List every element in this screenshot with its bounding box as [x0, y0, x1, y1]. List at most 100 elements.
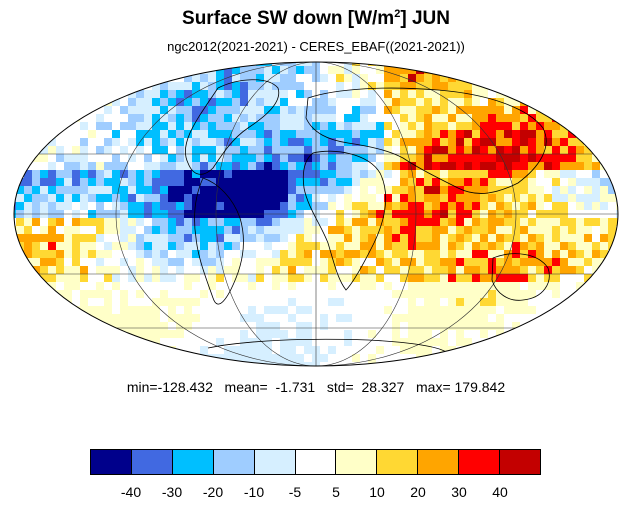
field-cell: [368, 138, 376, 146]
field-cell: [360, 82, 368, 90]
field-cell: [544, 178, 552, 186]
field-cell: [376, 274, 384, 282]
field-cell: [368, 82, 376, 90]
field-cell: [592, 274, 600, 282]
field-cell: [120, 194, 128, 202]
field-cell: [16, 338, 24, 346]
field-cell: [400, 162, 408, 170]
field-cell: [472, 194, 480, 202]
field-cell: [56, 90, 64, 98]
field-cell: [288, 90, 296, 98]
field-cell: [432, 154, 440, 162]
field-cell: [296, 114, 304, 122]
field-cell: [160, 258, 168, 266]
field-cell: [272, 250, 280, 258]
field-cell: [24, 218, 32, 226]
field-cell: [152, 162, 160, 170]
field-cell: [512, 178, 520, 186]
field-cell: [536, 234, 544, 242]
field-cell: [184, 226, 192, 234]
field-cell: [192, 346, 200, 354]
field-cell: [24, 354, 32, 362]
field-cell: [112, 194, 120, 202]
field-cell: [72, 122, 80, 130]
field-cell: [232, 170, 240, 178]
field-cell: [264, 66, 272, 74]
field-cell: [360, 170, 368, 178]
field-cell: [504, 242, 512, 250]
field-cell: [40, 146, 48, 154]
field-cell: [304, 290, 312, 298]
field-cell: [288, 146, 296, 154]
field-cell: [104, 162, 112, 170]
field-cell: [528, 258, 536, 266]
field-cell: [392, 138, 400, 146]
field-cell: [528, 306, 536, 314]
field-cell: [56, 226, 64, 234]
field-cell: [56, 338, 64, 346]
field-cell: [408, 122, 416, 130]
field-cell: [464, 82, 472, 90]
field-cell: [408, 194, 416, 202]
field-cell: [376, 250, 384, 258]
field-cell: [56, 62, 64, 66]
field-cell: [200, 122, 208, 130]
field-cell: [144, 186, 152, 194]
field-cell: [352, 178, 360, 186]
field-cell: [240, 226, 248, 234]
field-cell: [336, 282, 344, 290]
field-cell: [272, 122, 280, 130]
field-cell: [216, 202, 224, 210]
field-cell: [448, 298, 456, 306]
field-cell: [40, 242, 48, 250]
field-cell: [440, 114, 448, 122]
field-cell: [216, 362, 224, 366]
field-cell: [32, 146, 40, 154]
field-cell: [432, 298, 440, 306]
field-cell: [120, 266, 128, 274]
field-cell: [480, 282, 488, 290]
field-cell: [384, 130, 392, 138]
field-cell: [400, 130, 408, 138]
field-cell: [144, 202, 152, 210]
field-cell: [352, 98, 360, 106]
field-cell: [184, 74, 192, 82]
field-cell: [224, 154, 232, 162]
field-cell: [536, 146, 544, 154]
field-cell: [400, 202, 408, 210]
field-cell: [576, 202, 584, 210]
field-cell: [576, 354, 584, 362]
field-cell: [416, 66, 424, 74]
field-cell: [32, 178, 40, 186]
field-cell: [424, 338, 432, 346]
field-cell: [168, 250, 176, 258]
field-cell: [304, 122, 312, 130]
field-cell: [184, 90, 192, 98]
field-cell: [272, 170, 280, 178]
field-cell: [296, 154, 304, 162]
field-cell: [592, 194, 600, 202]
field-cell: [320, 322, 328, 330]
field-cell: [320, 242, 328, 250]
field-cell: [368, 90, 376, 98]
field-cell: [568, 362, 576, 366]
field-cell: [512, 362, 520, 366]
field-cell: [16, 74, 24, 82]
field-cell: [552, 154, 560, 162]
field-cell: [488, 154, 496, 162]
field-cell: [536, 338, 544, 346]
field-cell: [456, 250, 464, 258]
field-cell: [328, 266, 336, 274]
field-cell: [72, 186, 80, 194]
field-cell: [14, 218, 16, 226]
field-cell: [496, 74, 504, 82]
field-cell: [80, 282, 88, 290]
field-cell: [216, 274, 224, 282]
field-cell: [592, 98, 600, 106]
field-cell: [184, 66, 192, 74]
field-cell: [576, 362, 584, 366]
field-cell: [224, 314, 232, 322]
field-cell: [288, 242, 296, 250]
field-cell: [536, 154, 544, 162]
field-cell: [216, 162, 224, 170]
